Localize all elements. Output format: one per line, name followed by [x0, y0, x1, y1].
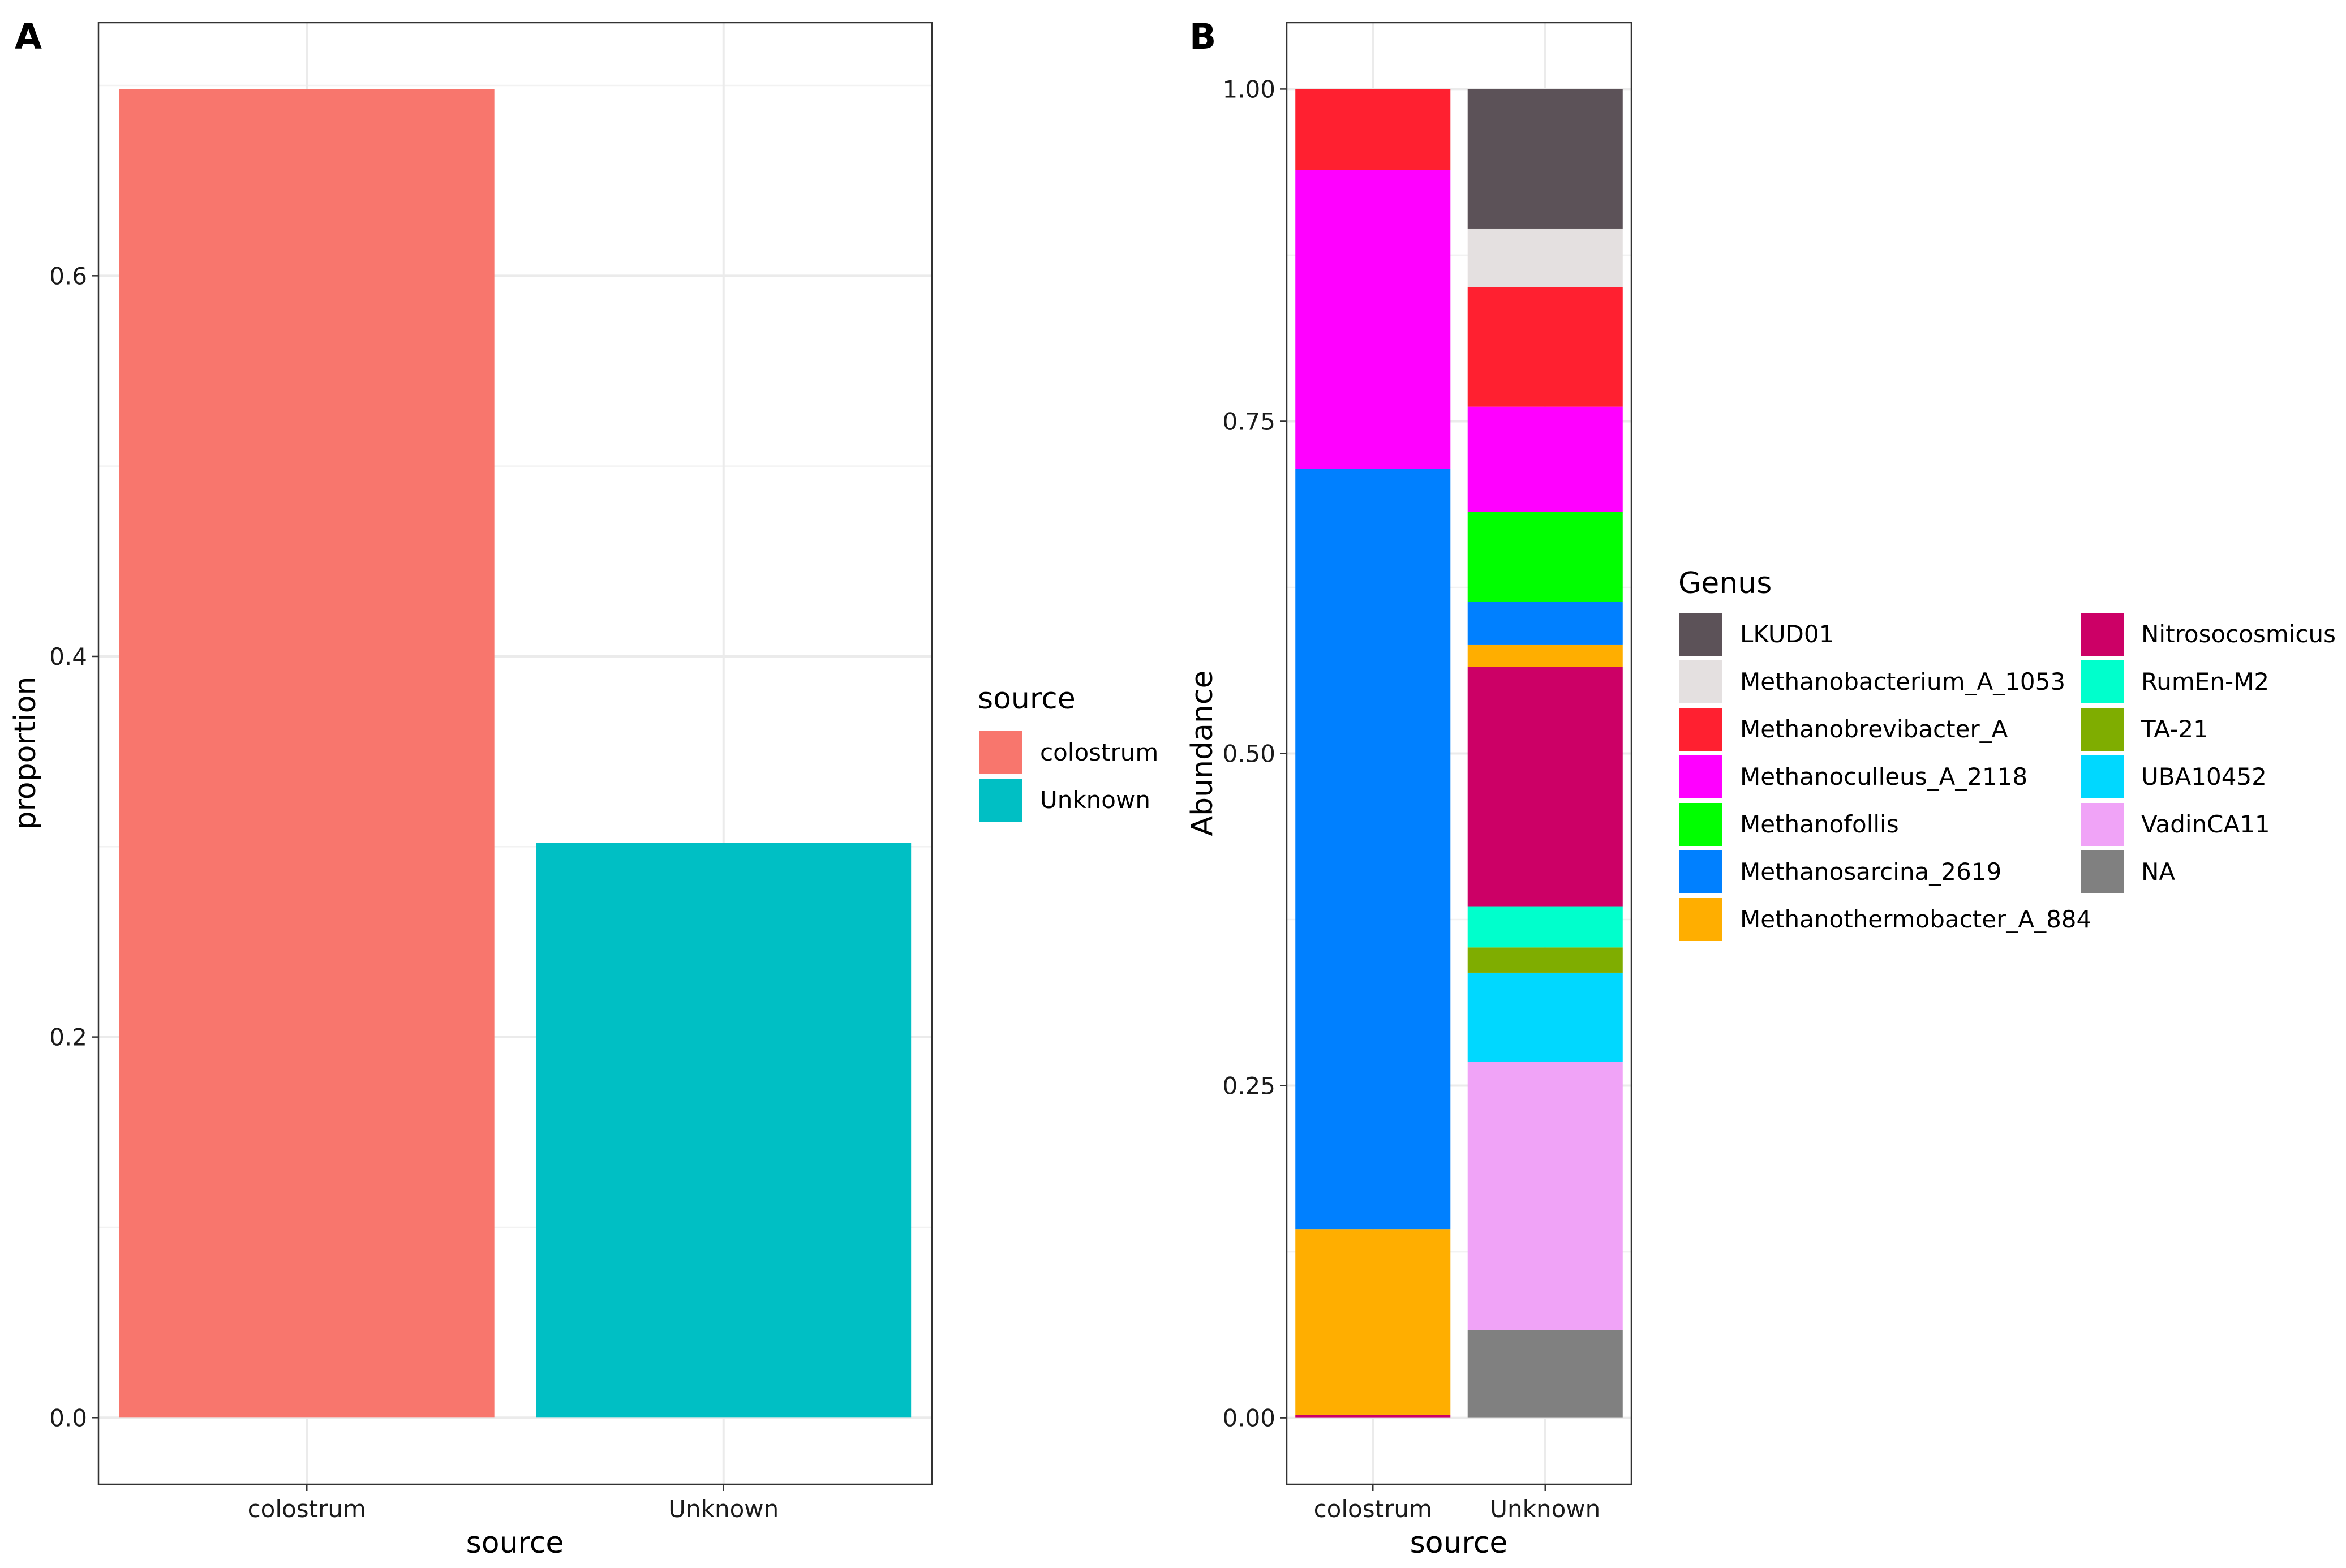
segment-colostrum-methanobrevibacter-a — [1295, 89, 1451, 170]
panel-a-y-tick-label: 0.2 — [49, 1024, 87, 1051]
panel-a-x-tick-label: Unknown — [668, 1495, 779, 1523]
panel-a-x-axis-title: source — [466, 1526, 564, 1560]
segment-colostrum-methanothermobacter-a-884 — [1295, 1229, 1451, 1415]
panel-a-bars — [119, 89, 912, 1418]
legend-key-methanosarcina-2619 — [1679, 850, 1722, 893]
panel-b-y-tick-label: 0.75 — [1222, 407, 1275, 435]
segment-unknown-methanobacterium-a-1053 — [1467, 228, 1623, 287]
legend-label-colostrum: colostrum — [1040, 738, 1158, 766]
legend-label-methanofollis: Methanofollis — [1740, 810, 1899, 838]
legend-key-uba10452 — [2081, 755, 2124, 798]
panel-a-y-tick-label: 0.6 — [49, 262, 87, 290]
panel-a-y-axis-title: proportion — [8, 677, 42, 830]
panel-a-tag: A — [15, 16, 42, 57]
legend-key-methanoculleus-a-2118 — [1679, 755, 1722, 798]
legend-label-lkud01: LKUD01 — [1740, 620, 1834, 648]
panel-b-x-tick-label: colostrum — [1314, 1495, 1432, 1523]
panel-b-y-axis: 0.00 0.25 0.50 0.75 1.00 — [1222, 75, 1287, 1432]
legend-key-methanothermobacter-a-884 — [1679, 898, 1722, 941]
legend-key-colostrum — [979, 731, 1022, 774]
segment-colostrum-methanosarcina-2619 — [1295, 469, 1451, 1230]
panel-b-x-axis-title: source — [1410, 1526, 1508, 1560]
segment-unknown-methanothermobacter-a-884 — [1467, 644, 1623, 667]
segment-unknown-uba10452 — [1467, 972, 1623, 1062]
legend-key-rumen-m2 — [2081, 660, 2124, 703]
legend-key-methanobacterium-a-1053 — [1679, 660, 1722, 703]
panel-a-y-tick-label: 0.0 — [49, 1404, 87, 1432]
bar-colostrum — [119, 89, 495, 1418]
segment-colostrum-nitrosocosmicus — [1295, 1415, 1451, 1418]
segment-unknown-rumen-m2 — [1467, 906, 1623, 948]
panel-a-x-tick-label: colostrum — [248, 1495, 366, 1523]
panel-b-bars — [1295, 89, 1623, 1418]
panel-b-y-tick-label: 0.00 — [1222, 1404, 1275, 1432]
legend-label-vadinca11: VadinCA11 — [2141, 810, 2270, 838]
panel-a-x-axis: colostrum Unknown — [248, 1484, 779, 1523]
panel-b-tag: B — [1189, 16, 1216, 57]
legend-label-methanoculleus-a-2118: Methanoculleus_A_2118 — [1740, 763, 2027, 791]
legend-key-methanofollis — [1679, 803, 1722, 846]
segment-unknown-ta-21 — [1467, 947, 1623, 973]
segment-unknown-methanoculleus-a-2118 — [1467, 406, 1623, 512]
panel-a-y-axis: 0.0 0.2 0.4 0.6 — [49, 262, 98, 1432]
legend-label-uba10452: UBA10452 — [2141, 763, 2267, 791]
panel-a-legend: source colostrum Unknown — [978, 682, 1158, 822]
panel-b-x-axis: colostrum Unknown — [1314, 1484, 1600, 1523]
legend-key-na — [2081, 850, 2124, 893]
legend-key-unknown — [979, 779, 1022, 822]
segment-unknown-methanobrevibacter-a — [1467, 287, 1623, 407]
panel-b-y-tick-label: 1.00 — [1222, 75, 1275, 103]
panel-a: A 0.0 0.2 0.4 0.6 colostrum Unknown source p… — [8, 16, 1158, 1560]
legend-label-na: NA — [2141, 858, 2175, 886]
panel-b-y-tick-label: 0.25 — [1222, 1072, 1275, 1100]
segment-colostrum-methanoculleus-a-2118 — [1295, 170, 1451, 469]
panel-a-plot-border — [97, 22, 933, 1485]
legend-key-vadinca11 — [2081, 803, 2124, 846]
legend-key-lkud01 — [1679, 613, 1722, 656]
legend-label-methanosarcina-2619: Methanosarcina_2619 — [1740, 858, 2001, 886]
panel-b-legend: Genus LKUD01 Methanobacterium_A_1053 Metha… — [1678, 566, 2336, 941]
segment-unknown-methanofollis — [1467, 512, 1623, 602]
segment-unknown-methanosarcina-2619 — [1467, 602, 1623, 645]
panel-b-legend-title: Genus — [1678, 566, 1772, 600]
legend-key-methanobrevibacter-a — [1679, 708, 1722, 751]
panel-b: B 0.000.250.500.751.00 colostrum Unknown … — [1185, 16, 2336, 1560]
legend-label-unknown: Unknown — [1040, 786, 1150, 814]
segment-unknown-vadinca11 — [1467, 1062, 1623, 1330]
panel-b-y-tick-label: 0.50 — [1222, 740, 1275, 768]
legend-label-rumen-m2: RumEn-M2 — [2141, 668, 2269, 695]
panel-b-y-axis-title: Abundance — [1185, 671, 1219, 836]
segment-unknown-na — [1467, 1330, 1623, 1418]
legend-label-methanothermobacter-a-884: Methanothermobacter_A_884 — [1740, 905, 2091, 933]
legend-key-ta-21 — [2081, 708, 2124, 751]
panel-a-y-tick-label: 0.4 — [49, 643, 87, 671]
legend-label-ta-21: TA-21 — [2141, 715, 2208, 743]
legend-label-methanobrevibacter-a: Methanobrevibacter_A — [1740, 715, 2008, 743]
legend-label-nitrosocosmicus: Nitrosocosmicus — [2141, 620, 2336, 648]
panel-b-x-tick-label: Unknown — [1490, 1495, 1600, 1523]
legend-label-methanobacterium-a-1053: Methanobacterium_A_1053 — [1740, 668, 2065, 695]
segment-unknown-nitrosocosmicus — [1467, 667, 1623, 907]
bar-unknown — [536, 843, 912, 1418]
panel-a-legend-title: source — [978, 682, 1076, 716]
legend-key-nitrosocosmicus — [2081, 613, 2124, 656]
segment-unknown-lkud01 — [1467, 89, 1623, 229]
